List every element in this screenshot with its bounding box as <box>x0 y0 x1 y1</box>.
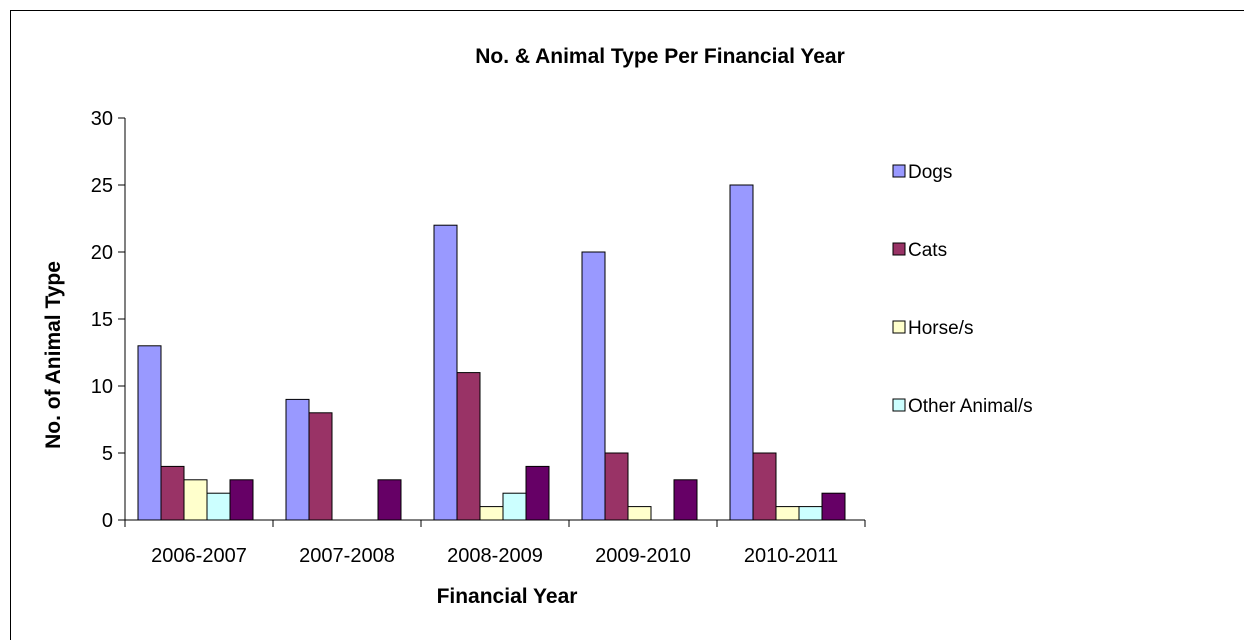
legend-swatch <box>892 164 906 178</box>
bar-series-5 <box>377 479 402 521</box>
y-tick-label: 5 <box>102 443 113 465</box>
bar-series-5 <box>229 479 254 521</box>
legend-label: Horse/s <box>908 318 973 339</box>
bar-other-animal-s <box>206 492 231 521</box>
bar-series-5 <box>525 465 550 521</box>
bar-cats <box>456 372 481 521</box>
y-tick-label: 0 <box>102 510 113 532</box>
bar-cats <box>752 452 777 521</box>
bar-horse-s <box>479 506 504 521</box>
x-tick-label: 2008-2009 <box>447 545 543 567</box>
y-axis-ticks: 0 5 10 15 20 25 30 <box>91 108 125 532</box>
x-axis-ticks: 2006-2007 2007-2008 2008-2009 2009-2010 2010… <box>124 520 866 567</box>
bar-dogs <box>285 398 310 521</box>
x-tick-label: 2009-2010 <box>595 545 691 567</box>
bars <box>137 184 846 521</box>
bar-horse-s <box>627 506 652 521</box>
bar-horse-s <box>183 479 208 521</box>
y-tick-label: 25 <box>91 175 113 197</box>
y-tick-label: 30 <box>91 108 113 130</box>
legend-swatch <box>892 398 906 412</box>
bar-series-5 <box>673 479 698 521</box>
bar-other-animal-s <box>798 506 823 521</box>
legend-label: Dogs <box>908 162 952 183</box>
y-tick-label: 15 <box>91 309 113 331</box>
bar-dogs <box>729 184 754 521</box>
x-axis-title: Financial Year <box>437 585 578 608</box>
legend-swatch <box>892 242 906 256</box>
bar-dogs <box>581 251 606 521</box>
bar-horse-s <box>775 506 800 521</box>
y-tick-label: 20 <box>91 242 113 264</box>
bar-cats <box>160 465 185 521</box>
bar-other-animal-s <box>502 492 527 521</box>
bar-series-5 <box>821 492 846 521</box>
x-tick-label: 2010-2011 <box>744 545 838 567</box>
legend-label: Cats <box>908 240 947 261</box>
legend: Dogs Cats Horse/s Other Animal/s <box>892 162 1033 417</box>
bar-dogs <box>433 224 458 521</box>
bar-dogs <box>137 345 162 521</box>
chart-title: No. & Animal Type Per Financial Year <box>475 45 845 68</box>
x-tick-label: 2007-2008 <box>299 545 395 567</box>
legend-swatch <box>892 320 906 334</box>
x-tick-label: 2006-2007 <box>151 545 247 567</box>
bar-cats <box>604 452 629 521</box>
y-tick-label: 10 <box>91 376 113 398</box>
chart-frame <box>10 10 1244 640</box>
bar-cats <box>308 412 333 521</box>
legend-label: Other Animal/s <box>908 396 1033 417</box>
y-axis-title: No. of Animal Type <box>42 261 65 449</box>
